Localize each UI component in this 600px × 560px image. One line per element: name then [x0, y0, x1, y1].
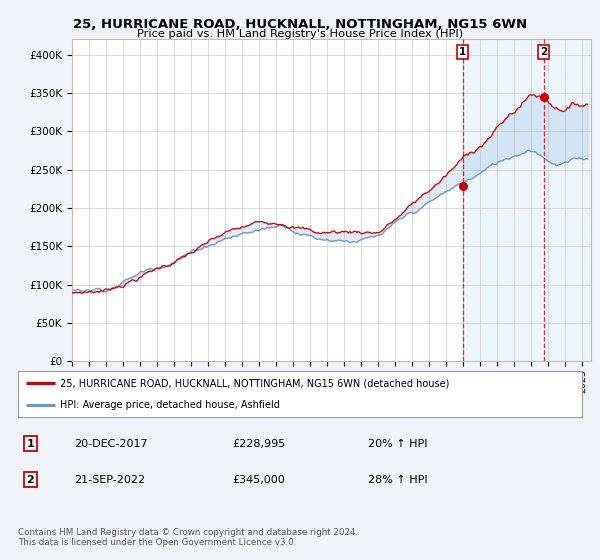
Text: 20-DEC-2017: 20-DEC-2017 [74, 438, 148, 449]
Text: £345,000: £345,000 [232, 475, 285, 485]
Text: £228,995: £228,995 [232, 438, 286, 449]
Text: 1: 1 [459, 47, 466, 57]
Text: 2: 2 [26, 475, 34, 485]
Text: 28% ↑ HPI: 28% ↑ HPI [368, 475, 427, 485]
Text: 1: 1 [26, 438, 34, 449]
Text: 21-SEP-2022: 21-SEP-2022 [74, 475, 146, 485]
Text: 2: 2 [540, 47, 547, 57]
Bar [463, 39, 591, 361]
Text: Price paid vs. HM Land Registry's House Price Index (HPI): Price paid vs. HM Land Registry's House … [137, 29, 463, 39]
Text: Contains HM Land Registry data © Crown copyright and database right 2024.
This d: Contains HM Land Registry data © Crown c… [18, 528, 358, 547]
Text: 25, HURRICANE ROAD, HUCKNALL, NOTTINGHAM, NG15 6WN (detached house): 25, HURRICANE ROAD, HUCKNALL, NOTTINGHAM… [60, 378, 449, 388]
Text: HPI: Average price, detached house, Ashfield: HPI: Average price, detached house, Ashf… [60, 400, 280, 410]
Text: 20% ↑ HPI: 20% ↑ HPI [368, 438, 427, 449]
Text: 25, HURRICANE ROAD, HUCKNALL, NOTTINGHAM, NG15 6WN: 25, HURRICANE ROAD, HUCKNALL, NOTTINGHAM… [73, 18, 527, 31]
